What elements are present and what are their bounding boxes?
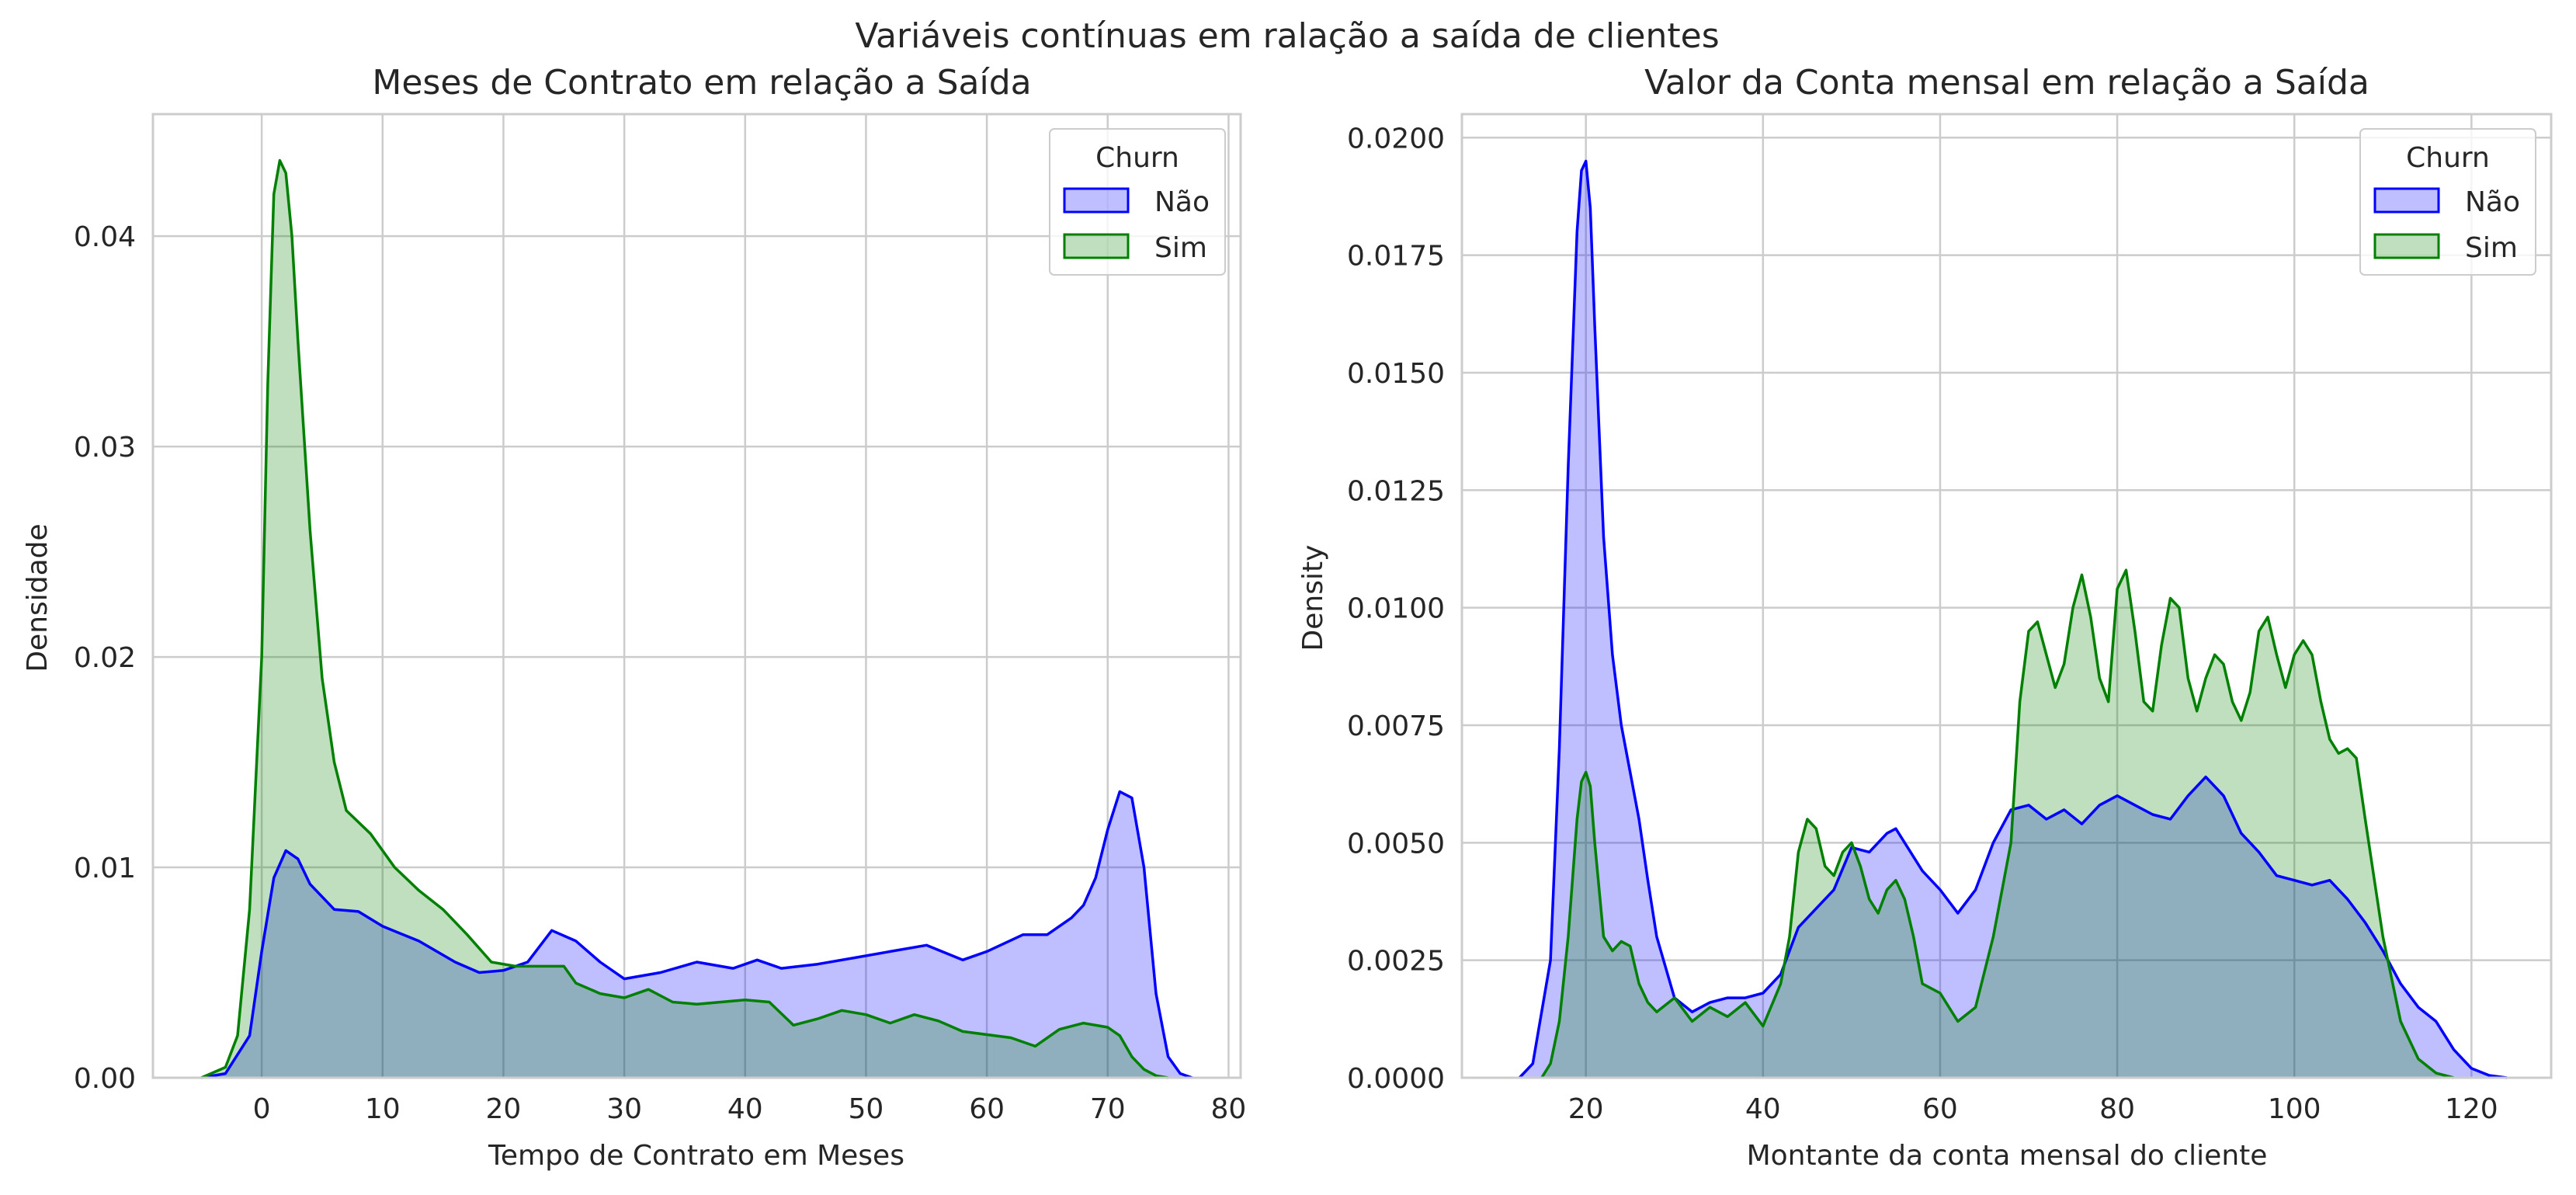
right-x-ticks: 20 40 60 80 100 120 <box>1568 1093 2498 1125</box>
left-x-axis-label: Tempo de Contrato em Meses <box>488 1140 904 1172</box>
left-x-tick-label: 30 <box>606 1093 642 1125</box>
left-y-tick-label: 0.04 <box>74 221 136 253</box>
right-y-ticks: 0.0000 0.0025 0.0050 0.0075 0.0100 0.0125 0.01… <box>1347 123 1445 1095</box>
right-x-tick-label: 60 <box>1922 1093 1958 1125</box>
right-y-tick-label: 0.0100 <box>1347 593 1445 625</box>
left-y-tick-label: 0.00 <box>74 1063 136 1095</box>
right-x-axis-label: Montante da conta mensal do cliente <box>1747 1140 2268 1172</box>
left-y-tick-label: 0.02 <box>74 642 136 674</box>
right-y-tick-label: 0.0025 <box>1347 946 1445 978</box>
left-areas <box>200 158 1193 1079</box>
left-area-nao <box>201 791 1193 1078</box>
left-x-tick-label: 20 <box>486 1093 522 1125</box>
left-x-tick-label: 40 <box>727 1093 763 1125</box>
right-line-sim <box>1540 568 2454 1079</box>
right-x-tick-label: 100 <box>2268 1093 2321 1125</box>
right-y-tick-label: 0.0050 <box>1347 828 1445 860</box>
left-y-tick-label: 0.03 <box>74 432 136 464</box>
left-x-ticks: 0 10 20 30 40 50 60 70 80 <box>253 1093 1247 1125</box>
right-x-tick-label: 40 <box>1745 1093 1781 1125</box>
left-legend-swatch-sim <box>1063 233 1130 259</box>
left-y-ticks: 0.00 0.01 0.02 0.03 0.04 <box>74 221 136 1095</box>
left-legend-frame <box>1049 128 1226 276</box>
left-line-nao <box>201 790 1193 1079</box>
right-y-tick-label: 0.0075 <box>1347 710 1445 742</box>
right-area-sim <box>1541 570 2454 1078</box>
left-legend: Churn Não Sim <box>1049 128 1226 276</box>
left-line-sim <box>200 158 1168 1079</box>
left-chart-title: Meses de Contrato em relação a Saída <box>372 63 1031 102</box>
right-legend-label-nao: Não <box>2465 186 2520 218</box>
right-area-nao <box>1519 161 2507 1078</box>
left-x-tick-label: 80 <box>1211 1093 1247 1125</box>
left-x-tick-label: 0 <box>253 1093 271 1125</box>
left-legend-swatch-nao <box>1063 187 1130 214</box>
right-chart-title: Valor da Conta mensal em relação a Saída <box>1644 63 2369 102</box>
left-y-tick-label: 0.01 <box>74 853 136 884</box>
left-x-tick-label: 60 <box>969 1093 1005 1125</box>
right-y-tick-label: 0.0000 <box>1347 1063 1445 1095</box>
left-legend-title: Churn <box>1095 142 1179 174</box>
right-legend-title: Churn <box>2406 142 2490 174</box>
right-line-nao <box>1518 159 2508 1079</box>
figure-suptitle: Variáveis contínuas em ralação a saída d… <box>855 16 1719 56</box>
right-y-tick-label: 0.0175 <box>1347 241 1445 273</box>
right-axes-frame <box>1460 113 2553 1079</box>
left-x-tick-label: 50 <box>849 1093 884 1125</box>
right-chart: 20 40 60 80 100 120 0.00000.00250.00500.00750… <box>1297 63 2553 1172</box>
right-x-tick-label: 20 <box>1568 1093 1604 1125</box>
right-y-tick-label: 0.0150 <box>1347 358 1445 390</box>
left-legend-label-nao: Não <box>1154 186 1210 218</box>
right-y-tick-label: 0.0200 <box>1347 123 1445 155</box>
right-legend-swatch-sim <box>2373 233 2440 259</box>
left-y-axis-label: Densidade <box>22 523 54 672</box>
right-x-tick-label: 80 <box>2099 1093 2135 1125</box>
right-y-tick-label: 0.0125 <box>1347 475 1445 507</box>
right-legend-frame <box>2359 128 2536 276</box>
right-x-tick-label: 120 <box>2445 1093 2498 1125</box>
left-chart: 0 10 20 30 40 50 60 70 80 0.00 0.01 0.02 0.03 0.04 M… <box>22 63 1246 1172</box>
left-x-tick-label: 70 <box>1090 1093 1126 1125</box>
right-y-axis-label: Density <box>1297 545 1329 651</box>
right-legend-label-sim: Sim <box>2465 232 2518 264</box>
right-legend-swatch-nao <box>2373 187 2440 214</box>
right-spines <box>1460 113 2553 1079</box>
left-spines <box>151 113 1242 1079</box>
left-legend-label-sim: Sim <box>1154 232 1207 264</box>
left-axes-frame <box>151 113 1242 1079</box>
right-areas <box>1518 159 2508 1079</box>
left-area-sim <box>201 160 1168 1079</box>
right-legend: Churn Não Sim <box>2359 128 2536 276</box>
left-x-tick-label: 10 <box>365 1093 401 1125</box>
